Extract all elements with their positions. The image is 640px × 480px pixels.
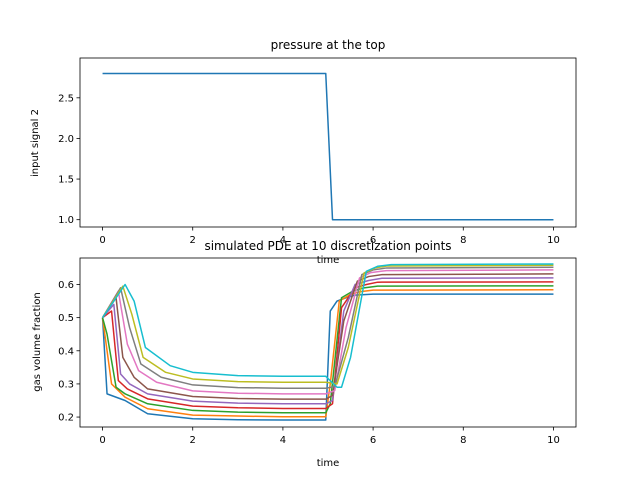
plot-area — [79, 257, 577, 428]
y-tick-label: 0.3 — [58, 379, 74, 390]
y-tick-label: 0.6 — [58, 280, 74, 291]
x-tick-label: 6 — [370, 235, 376, 246]
x-tick-label: 2 — [190, 235, 196, 246]
x-axis-label: time — [317, 255, 340, 266]
axis-ticks: 0 2 4 6 8 10 1.0 1.5 2.0 2.5 — [58, 93, 560, 246]
plot-area — [79, 57, 577, 228]
series-group — [102, 72, 554, 221]
y-tick-label: 2.5 — [58, 93, 74, 104]
series-line — [102, 281, 554, 410]
series-line — [101, 266, 554, 389]
series-group — [101, 263, 554, 421]
chart-title: simulated PDE at 10 discretization point… — [204, 239, 451, 253]
pde-chart: simulated PDE at 10 discretization point… — [32, 239, 577, 469]
x-tick-label: 8 — [460, 435, 466, 446]
x-tick-label: 10 — [547, 235, 560, 246]
x-tick-label: 4 — [280, 435, 286, 446]
series-line — [102, 72, 554, 221]
y-tick-label: 2.0 — [58, 134, 74, 145]
x-tick-label: 2 — [190, 435, 196, 446]
series-line — [101, 269, 554, 395]
y-axis-label: input signal 2 — [30, 109, 41, 177]
x-tick-label: 0 — [99, 435, 105, 446]
x-axis-label: time — [317, 458, 340, 469]
x-tick-label: 6 — [370, 435, 376, 446]
y-tick-label: 0.4 — [58, 346, 74, 357]
x-tick-label: 4 — [280, 235, 286, 246]
y-tick-label: 0.2 — [58, 413, 74, 424]
x-tick-label: 10 — [547, 435, 560, 446]
y-axis-label: gas volume fraction — [32, 292, 43, 392]
y-tick-label: 0.5 — [58, 313, 74, 324]
pressure-chart: pressure at the top input signal 2 time … — [30, 38, 577, 266]
x-tick-label: 0 — [99, 235, 105, 246]
series-line — [101, 293, 554, 421]
x-tick-label: 8 — [460, 235, 466, 246]
series-line — [101, 263, 554, 388]
y-tick-label: 1.5 — [58, 175, 74, 186]
chart-title: pressure at the top — [271, 38, 386, 52]
y-tick-label: 1.0 — [58, 215, 74, 226]
axis-ticks: 0 2 4 6 8 10 0.2 0.3 0.4 0.5 0.6 — [58, 280, 560, 446]
series-line — [101, 289, 554, 418]
